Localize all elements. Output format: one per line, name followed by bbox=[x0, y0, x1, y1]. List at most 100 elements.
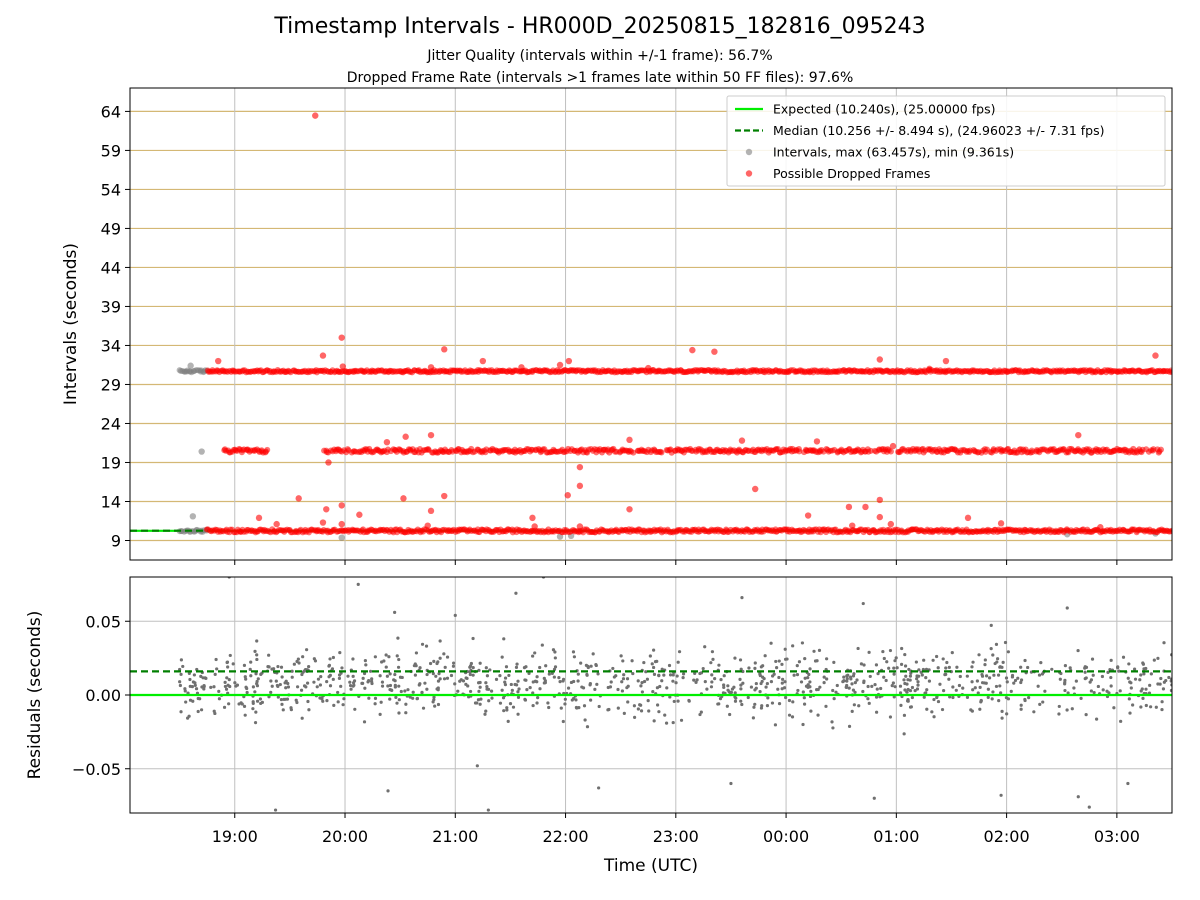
residual-point bbox=[469, 664, 473, 668]
residual-point bbox=[797, 660, 802, 664]
residual-point bbox=[378, 674, 382, 678]
residual-point bbox=[699, 710, 703, 714]
residual-point bbox=[729, 690, 734, 694]
residual-point bbox=[192, 673, 196, 677]
residual-point bbox=[498, 674, 502, 678]
residual-point bbox=[249, 674, 253, 678]
residual-point bbox=[662, 673, 666, 677]
residual-point bbox=[676, 699, 680, 703]
residuals-panel: 0.05 0.00 −0.05 19:00 20:00 21:00 22:00 23:00 00… bbox=[25, 576, 1173, 876]
dropped-frame-point bbox=[887, 448, 894, 455]
residual-point bbox=[760, 679, 764, 684]
residual-point bbox=[1084, 713, 1088, 717]
residual-point bbox=[253, 690, 257, 694]
residual-point bbox=[563, 702, 567, 706]
residual-point bbox=[513, 682, 517, 687]
residual-point bbox=[547, 705, 551, 710]
residual-point bbox=[917, 674, 921, 678]
residual-point bbox=[386, 789, 390, 793]
residual-point bbox=[415, 696, 420, 701]
residual-point bbox=[248, 667, 252, 671]
residual-point bbox=[657, 673, 661, 677]
residual-point bbox=[719, 678, 723, 682]
residual-point bbox=[436, 679, 441, 683]
dropped-frame-point bbox=[862, 503, 869, 511]
residual-point bbox=[980, 674, 985, 678]
residual-point bbox=[433, 704, 437, 708]
residual-point bbox=[936, 699, 941, 704]
dropped-frame-point bbox=[518, 364, 525, 371]
residual-point bbox=[574, 698, 578, 702]
residual-point bbox=[783, 647, 787, 651]
residual-point bbox=[994, 684, 999, 689]
residual-point bbox=[479, 697, 483, 701]
residual-point bbox=[908, 678, 912, 682]
dropped-frame-point bbox=[427, 431, 435, 439]
residual-point bbox=[1162, 680, 1166, 684]
dropped-frame-point bbox=[630, 449, 637, 456]
residual-point bbox=[561, 719, 565, 724]
residual-point bbox=[553, 656, 557, 660]
residual-point bbox=[951, 685, 955, 689]
residual-point bbox=[418, 682, 422, 686]
residual-point bbox=[498, 701, 503, 705]
residual-point bbox=[437, 672, 441, 676]
residual-point bbox=[231, 662, 235, 666]
residual-point bbox=[759, 706, 764, 710]
residual-point bbox=[961, 686, 965, 690]
dropped-frame-point bbox=[424, 522, 431, 529]
dropped-frame-point bbox=[565, 357, 573, 365]
residual-point bbox=[807, 672, 811, 677]
residual-point bbox=[944, 666, 948, 670]
residual-point bbox=[612, 675, 616, 679]
residual-point bbox=[993, 661, 997, 666]
residual-point bbox=[203, 676, 207, 680]
dropped-frame-point bbox=[319, 519, 327, 526]
residual-point bbox=[367, 678, 371, 683]
residual-point bbox=[502, 637, 506, 641]
residual-point bbox=[861, 689, 865, 694]
dropped-frame-point bbox=[845, 503, 853, 511]
residual-point bbox=[543, 679, 547, 683]
residual-point bbox=[765, 682, 769, 686]
residual-point bbox=[1009, 689, 1013, 693]
residual-point bbox=[384, 665, 388, 669]
residual-point bbox=[1089, 678, 1094, 682]
residual-point bbox=[710, 650, 715, 654]
residual-point bbox=[393, 683, 397, 687]
residual-point bbox=[278, 682, 282, 687]
residual-point bbox=[255, 639, 259, 643]
residual-point bbox=[1162, 641, 1166, 645]
residual-point bbox=[1019, 678, 1024, 682]
residual-point bbox=[1109, 675, 1113, 680]
dropped-frame-point bbox=[942, 357, 950, 365]
residual-point bbox=[729, 781, 733, 786]
residual-point bbox=[411, 696, 415, 700]
residual-point bbox=[255, 699, 260, 703]
residual-point bbox=[1126, 676, 1130, 680]
residual-point bbox=[1127, 697, 1131, 701]
residual-point bbox=[761, 675, 765, 679]
residual-point bbox=[199, 674, 203, 678]
residual-point bbox=[508, 702, 513, 706]
residual-point bbox=[774, 659, 778, 664]
residual-point bbox=[514, 665, 519, 669]
residual-point bbox=[692, 678, 696, 682]
residual-point bbox=[775, 666, 779, 670]
residual-point bbox=[179, 710, 183, 714]
residual-point bbox=[1139, 673, 1143, 677]
residual-point bbox=[848, 675, 853, 679]
residual-point bbox=[792, 673, 796, 677]
residual-point bbox=[1116, 665, 1120, 669]
dropped-frame-point bbox=[325, 459, 332, 466]
y-tick-label: 24 bbox=[101, 414, 121, 433]
residual-point bbox=[1141, 661, 1145, 665]
residual-point bbox=[1107, 691, 1111, 695]
residual-point bbox=[1096, 684, 1100, 689]
residual-point bbox=[1144, 687, 1148, 691]
residual-point bbox=[504, 665, 509, 669]
residual-point bbox=[867, 701, 871, 705]
residual-point bbox=[363, 659, 367, 663]
residual-point bbox=[784, 695, 788, 700]
